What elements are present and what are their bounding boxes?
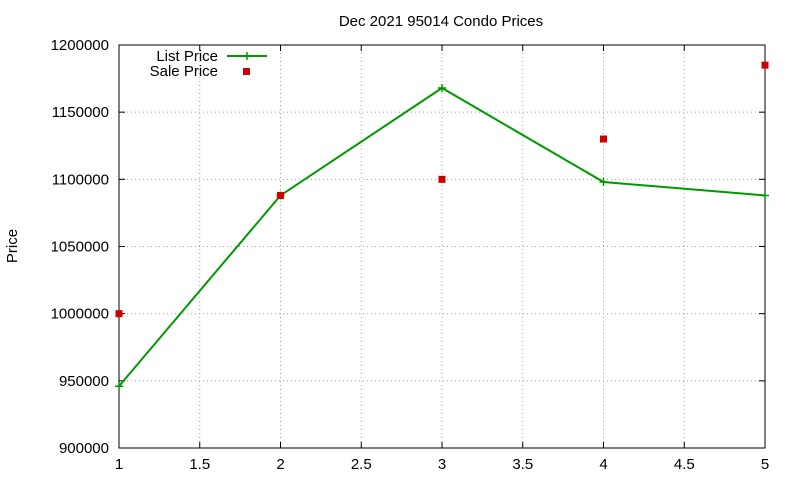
sale-price-point	[761, 61, 769, 69]
series-layer	[115, 61, 769, 391]
list-price-point	[115, 382, 123, 391]
list-price-point	[438, 83, 446, 92]
y-tick-label: 950000	[59, 373, 109, 390]
x-tick-label: 4.5	[674, 456, 695, 473]
x-tick-label: 5	[761, 456, 769, 473]
sale-price-point	[600, 135, 607, 143]
chart-title: Dec 2021 95014 Condo Prices	[339, 13, 543, 30]
grid	[119, 45, 765, 448]
legend-label-list-price: List Price	[156, 48, 218, 65]
sale-price-point	[438, 175, 446, 183]
sale-price-point	[115, 310, 123, 318]
y-axis-label: Price	[4, 229, 21, 263]
x-tick-label: 2.5	[351, 456, 372, 473]
y-tick-label: 1100000	[52, 171, 109, 188]
y-tick-label: 1200000	[51, 37, 109, 54]
y-tick-label: 1000000	[51, 306, 109, 323]
x-tick-label: 3.5	[512, 456, 533, 473]
x-tick-label: 2	[276, 456, 284, 473]
y-tick-label: 1050000	[51, 239, 109, 256]
x-tick-label: 1.5	[189, 456, 210, 473]
list-price-point	[761, 191, 769, 200]
y-tick-label: 1150000	[52, 104, 109, 121]
list-price-point	[599, 178, 608, 187]
legend-label-sale-price: Sale Price	[150, 63, 218, 80]
legend-marker-list-price	[243, 52, 251, 60]
x-tick-label: 3	[438, 456, 446, 473]
legend: List Price Sale Price	[150, 48, 267, 80]
legend-marker-sale-price	[243, 68, 250, 75]
x-tick-label: 1	[115, 456, 123, 473]
ticks: 1 1.5 2 2.5 3 3.5 4 4.5 5 900000 950000 1000000 1050…	[51, 37, 770, 473]
x-tick-label: 4	[599, 456, 607, 473]
y-tick-label: 900000	[59, 440, 109, 457]
sale-price-point	[277, 191, 284, 199]
